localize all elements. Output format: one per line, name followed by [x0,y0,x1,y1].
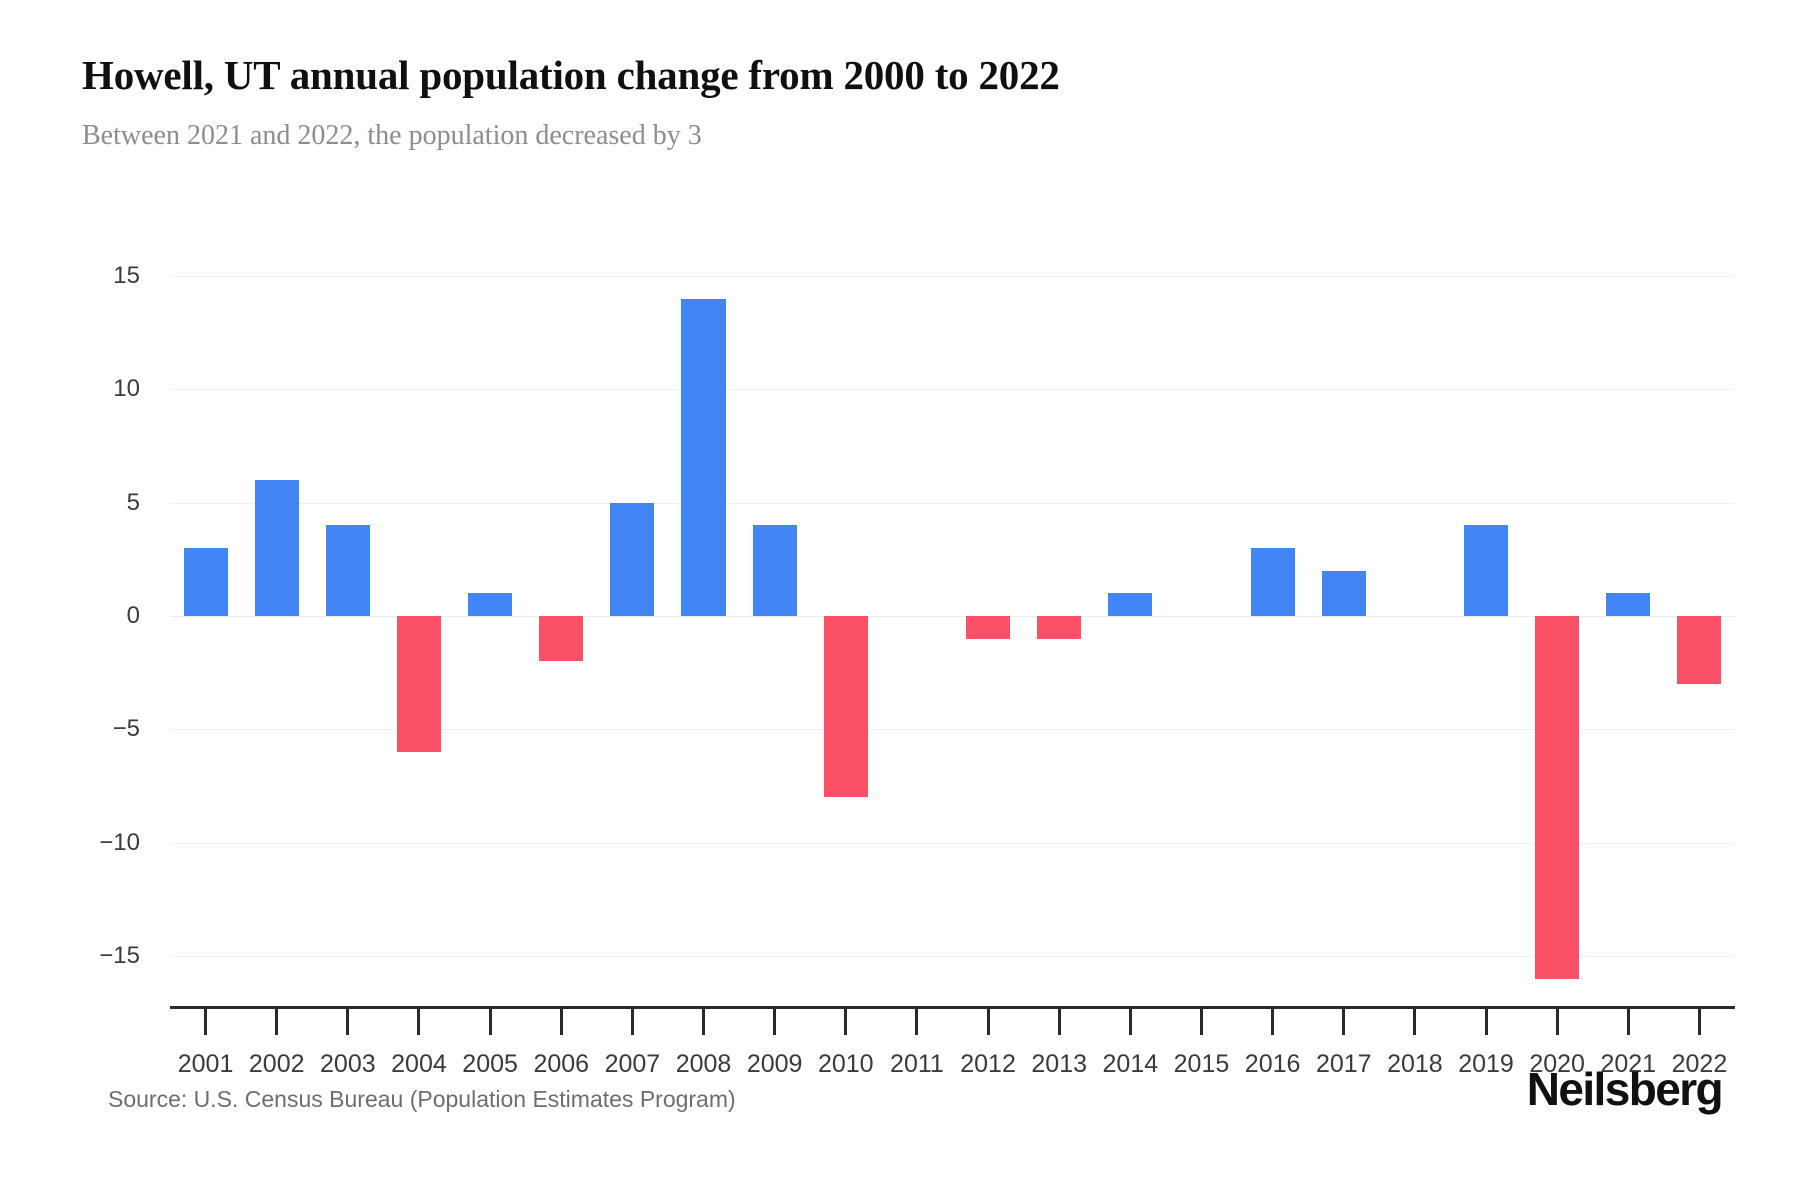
x-axis-tick-label: 2009 [746,1050,803,1078]
x-axis-tick-label: 2016 [1244,1050,1301,1078]
x-axis-tick [1484,1009,1488,1035]
y-axis-tick-label: −10 [99,828,140,856]
x-axis-tick [1697,1009,1701,1035]
x-axis-tick-label: 2019 [1458,1050,1514,1078]
x-axis-tick-label: 2017 [1315,1050,1372,1078]
y-axis-tick-label: 5 [126,488,140,516]
gridline [170,842,1735,844]
x-axis-tick-label: 2005 [462,1050,518,1078]
x-axis-line [170,1006,1735,1009]
source-note: Source: U.S. Census Bureau (Population E… [108,1086,736,1112]
x-axis-tick-label: 2011 [890,1050,944,1078]
x-axis-tick [1342,1009,1346,1035]
x-axis-tick [275,1009,279,1035]
x-axis-tick [346,1009,350,1035]
bar-2012[interactable] [966,616,1011,639]
x-axis: 2001 2002 2003 2004 2005 2006 2007 2008 2009 2010… [170,228,1735,1078]
x-axis-tick-label: 2008 [675,1050,732,1078]
x-axis-tick [986,1009,990,1035]
x-axis-tick-label: 2018 [1387,1050,1443,1078]
gridline [170,616,1735,618]
x-axis-tick-label: 2012 [960,1050,1016,1078]
x-axis-tick-label: 2014 [1102,1050,1159,1078]
bar-2009[interactable] [752,525,797,617]
x-axis-tick [204,1009,208,1035]
x-axis-tick-label: 2004 [391,1050,447,1078]
y-axis-tick-label: 0 [126,602,140,630]
x-axis-tick [844,1009,848,1035]
x-axis-tick [1413,1009,1417,1035]
y-axis-tick-label: 10 [113,375,140,403]
bar-2002[interactable] [254,480,299,617]
x-axis-tick [773,1009,777,1035]
x-axis-tick-label: 2010 [817,1050,874,1078]
bar-2010[interactable] [823,616,868,798]
bar-2004[interactable] [396,616,442,753]
x-axis-tick-label: 2003 [320,1050,376,1078]
gridline [170,956,1735,958]
x-axis-tick [915,1009,919,1035]
bar-2005[interactable] [468,593,513,617]
x-axis-tick-label: 2020 [1529,1050,1585,1078]
x-axis-tick [630,1009,634,1035]
x-axis-tick [1057,1009,1061,1035]
x-axis-tick [1626,1009,1630,1035]
bar-2021[interactable] [1606,593,1651,617]
gridline [170,276,1735,277]
bar-2014[interactable] [1108,593,1153,617]
brand-logo: Neilsberg [1526,1063,1724,1115]
x-axis-tick-label: 2015 [1173,1050,1230,1078]
bar-2006[interactable] [539,616,584,662]
chart-plot-area: 15 10 5 0 −5 −10 −15 2001 2002 2003 2004 2005 2006 2… [0,228,1800,1078]
bar-2022[interactable] [1677,616,1722,685]
bar-2016[interactable] [1250,548,1295,617]
bar-2017[interactable] [1321,570,1366,617]
gridline [170,729,1735,731]
x-axis-tick [702,1009,706,1035]
y-axis-tick-label: −5 [112,715,140,743]
x-axis-tick [488,1009,492,1035]
x-axis-tick [1271,1009,1275,1035]
chart-subtitle: Between 2021 and 2022, the population de… [82,120,702,152]
page-title: Howell, UT annual population change from… [82,52,1060,98]
gridlines-and-y-axis: 15 10 5 0 −5 −10 −15 [99,228,1735,969]
x-axis-tick [559,1009,563,1035]
x-axis-tick-label: 2002 [248,1050,305,1078]
bar-2003[interactable] [325,525,370,617]
x-axis-tick [1555,1009,1559,1035]
x-axis-tick [1199,1009,1203,1035]
x-axis-tick-label: 2007 [604,1050,661,1078]
chart-header: Howell, UT annual population change from… [82,52,1732,153]
bar-2008[interactable] [681,298,726,617]
bar-2020[interactable] [1535,616,1580,979]
bar-2007[interactable] [610,502,655,617]
bar-2013[interactable] [1037,616,1082,639]
gridline [170,502,1735,504]
x-axis-tick-label: 2013 [1031,1050,1088,1078]
x-axis-tick [417,1009,421,1035]
y-axis-tick-label: −15 [99,942,140,970]
bars-layer [170,228,1735,979]
x-axis-tick-label: 2021 [1600,1050,1657,1078]
y-axis-tick-label: 15 [113,262,140,289]
gridline [170,389,1735,391]
x-axis-tick-label: 2006 [533,1050,590,1078]
x-axis-tick-label: 2001 [177,1050,234,1078]
bar-2001[interactable] [183,548,228,617]
bar-2019[interactable] [1463,525,1509,617]
x-axis-tick [1128,1009,1132,1035]
x-axis-tick-label: 2022 [1671,1050,1728,1078]
